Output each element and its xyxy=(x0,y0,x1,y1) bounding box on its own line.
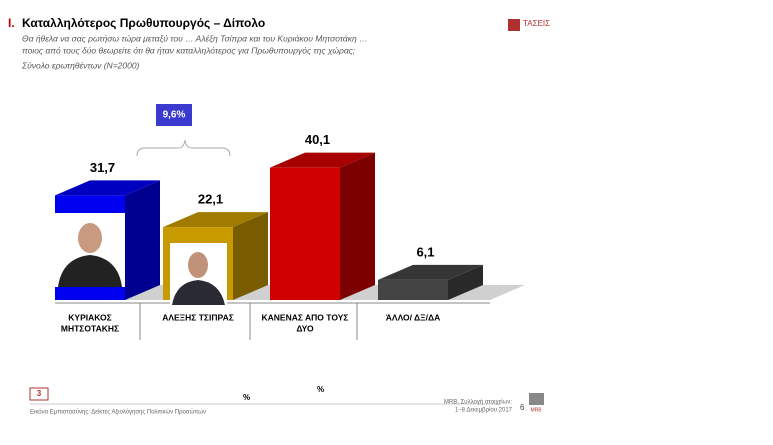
annotation: 9,6% xyxy=(163,110,186,121)
bar-side xyxy=(125,180,160,300)
percent: % xyxy=(317,385,324,394)
chart-title: Καταλληλότερος Πρωθυπουργός – Δίπολο xyxy=(22,16,265,30)
value-label: 22,1 xyxy=(198,192,223,207)
logo: ΤΑΣΕΙΣ xyxy=(523,19,550,28)
source: Εικόνα Εμπιστοσύνης: Δείκτες Αξιολόγησης… xyxy=(30,409,206,416)
category-label: ΚΑΝΕΝΑΣ ΑΠΟ ΤΟΥΣ xyxy=(262,312,349,322)
category-label: ΚΥΡΙΑΚΟΣ xyxy=(68,312,111,322)
category-label: ΔΥΟ xyxy=(296,323,314,333)
bar-top xyxy=(163,212,268,228)
photo xyxy=(170,243,227,305)
category-label: ΆΛΛΟ/ ΔΞ/ΔΑ xyxy=(386,312,440,322)
bar xyxy=(270,167,340,300)
brand: MRB xyxy=(530,407,542,413)
page-number: 6 xyxy=(520,403,525,412)
photo xyxy=(55,213,125,287)
brand-mark xyxy=(529,393,544,405)
credit: 1–8 Δεκεμβρίου 2017 xyxy=(455,408,513,414)
title-number: I. xyxy=(8,16,15,30)
credit: MRB, Συλλογή στοιχείων: xyxy=(444,399,512,406)
bar-side xyxy=(448,264,483,300)
value-label: 6,1 xyxy=(416,244,434,259)
bracket xyxy=(136,139,231,157)
value-label: 40,1 xyxy=(305,132,330,147)
bar-top xyxy=(270,152,375,168)
logo-mark xyxy=(508,19,520,31)
bar-side xyxy=(233,212,268,300)
category-label: ΜΗΤΣΟΤΑΚΗΣ xyxy=(61,323,119,333)
subtitle: Θα ήθελα να σας ρωτήσω τώρα μεταξύ του …… xyxy=(22,33,368,43)
percent: % xyxy=(243,393,250,402)
bar-top xyxy=(378,264,483,280)
subtitle: ποιος από τους δύο θεωρείτε ότι θα ήταν … xyxy=(22,45,356,55)
value-label: 31,7 xyxy=(90,160,115,175)
page-box xyxy=(29,387,49,401)
page-box-label: 3 xyxy=(37,389,42,398)
base-note: Σύνολο ερωτηθέντων (N=2000) xyxy=(21,60,140,70)
bar xyxy=(378,279,448,300)
annotation-box xyxy=(156,104,192,126)
bar-top xyxy=(55,180,160,196)
bar-side xyxy=(340,152,375,300)
category-label: ΑΛΕΞΗΣ ΤΣΙΠΡΑΣ xyxy=(162,312,234,322)
